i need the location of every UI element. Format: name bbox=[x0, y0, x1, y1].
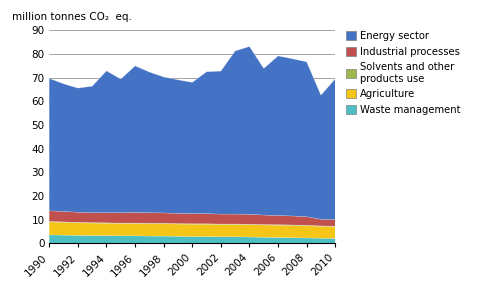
Text: million tonnes CO₂  eq.: million tonnes CO₂ eq. bbox=[12, 12, 132, 22]
Legend: Energy sector, Industrial processes, Solvents and other
products use, Agricultur: Energy sector, Industrial processes, Sol… bbox=[346, 31, 460, 115]
